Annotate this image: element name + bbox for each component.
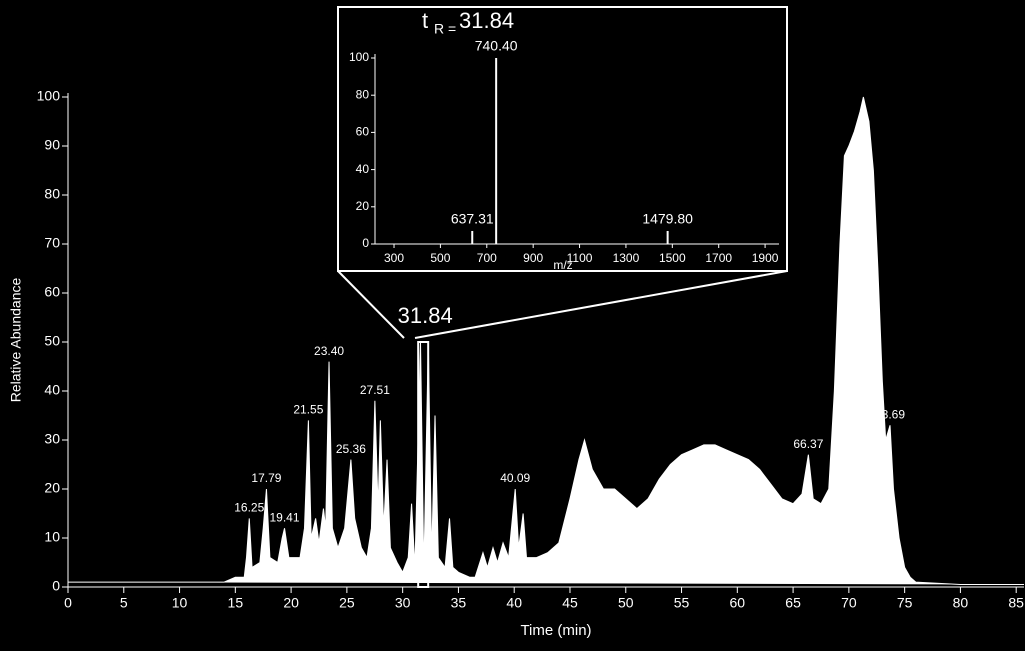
peak-label: 740.40 (475, 38, 518, 54)
x-tick-label: 25 (339, 595, 355, 611)
x-tick-label: 75 (897, 595, 913, 611)
y-tick-label: 0 (362, 236, 369, 250)
peak-label: 19.41 (270, 510, 300, 524)
y-tick-label: 90 (44, 137, 60, 153)
x-tick-label: 70 (841, 595, 857, 611)
x-tick-label: 80 (953, 595, 969, 611)
y-tick-label: 80 (356, 87, 370, 101)
x-tick-label: 700 (477, 251, 497, 265)
y-tick-label: 40 (44, 382, 60, 398)
x-tick-label: 300 (384, 251, 404, 265)
callout-line (337, 270, 405, 339)
peak-label: 1479.80 (642, 211, 693, 227)
y-tick-label: 100 (349, 50, 369, 64)
inset-x-axis-label: m/z (553, 258, 572, 272)
y-tick-label: 100 (37, 88, 61, 104)
peak-label: 40.09 (500, 471, 530, 485)
peak-label: 25.36 (336, 442, 366, 456)
peak-label: 16.25 (234, 501, 264, 515)
inset-title-value: 31.84 (459, 8, 514, 33)
peak-label: 17.79 (251, 471, 281, 485)
x-tick-label: 35 (451, 595, 467, 611)
x-tick-label: 55 (674, 595, 690, 611)
y-tick-label: 70 (44, 235, 60, 251)
x-tick-label: 60 (730, 595, 746, 611)
x-tick-label: 1900 (752, 251, 779, 265)
x-tick-label: 1500 (659, 251, 686, 265)
y-tick-label: 50 (44, 333, 60, 349)
x-tick-label: 5 (120, 595, 128, 611)
x-tick-label: 15 (228, 595, 244, 611)
y-tick-label: 20 (44, 480, 60, 496)
chromatogram (68, 96, 1024, 586)
y-tick-label: 20 (356, 199, 370, 213)
peak-label: 637.31 (451, 211, 494, 227)
y-tick-label: 40 (356, 162, 370, 176)
peak-label: 21.55 (293, 403, 323, 417)
inset-title-sub: R = (434, 21, 456, 37)
callout-line (414, 270, 788, 339)
x-tick-label: 0 (64, 595, 72, 611)
inset-frame (337, 6, 788, 272)
peak-label: 23.40 (314, 344, 344, 358)
x-tick-label: 1300 (613, 251, 640, 265)
x-tick-label: 500 (430, 251, 450, 265)
callout-label: 31.84 (398, 303, 453, 328)
x-axis-label: Time (min) (520, 622, 591, 639)
x-tick-label: 65 (785, 595, 801, 611)
x-tick-label: 1100 (567, 251, 593, 265)
y-tick-label: 0 (52, 578, 60, 594)
x-tick-label: 45 (562, 595, 578, 611)
y-tick-label: 80 (44, 186, 60, 202)
x-tick-label: 1700 (705, 251, 732, 265)
y-tick-label: 10 (44, 529, 60, 545)
y-axis-label: Relative Abundance (8, 278, 24, 403)
x-tick-label: 20 (283, 595, 299, 611)
peak-label: 73.69 (875, 407, 905, 421)
peak-label: 66.37 (793, 437, 823, 451)
x-tick-label: 50 (618, 595, 634, 611)
inset-title-t: t (422, 8, 428, 33)
x-tick-label: 10 (172, 595, 188, 611)
x-tick-label: 900 (523, 251, 543, 265)
y-tick-label: 60 (44, 284, 60, 300)
peak-label: 27.51 (360, 383, 390, 397)
x-tick-label: 30 (395, 595, 411, 611)
y-tick-label: 60 (356, 125, 370, 139)
y-tick-label: 30 (44, 431, 60, 447)
x-tick-label: 85 (1008, 595, 1024, 611)
x-tick-label: 40 (506, 595, 522, 611)
